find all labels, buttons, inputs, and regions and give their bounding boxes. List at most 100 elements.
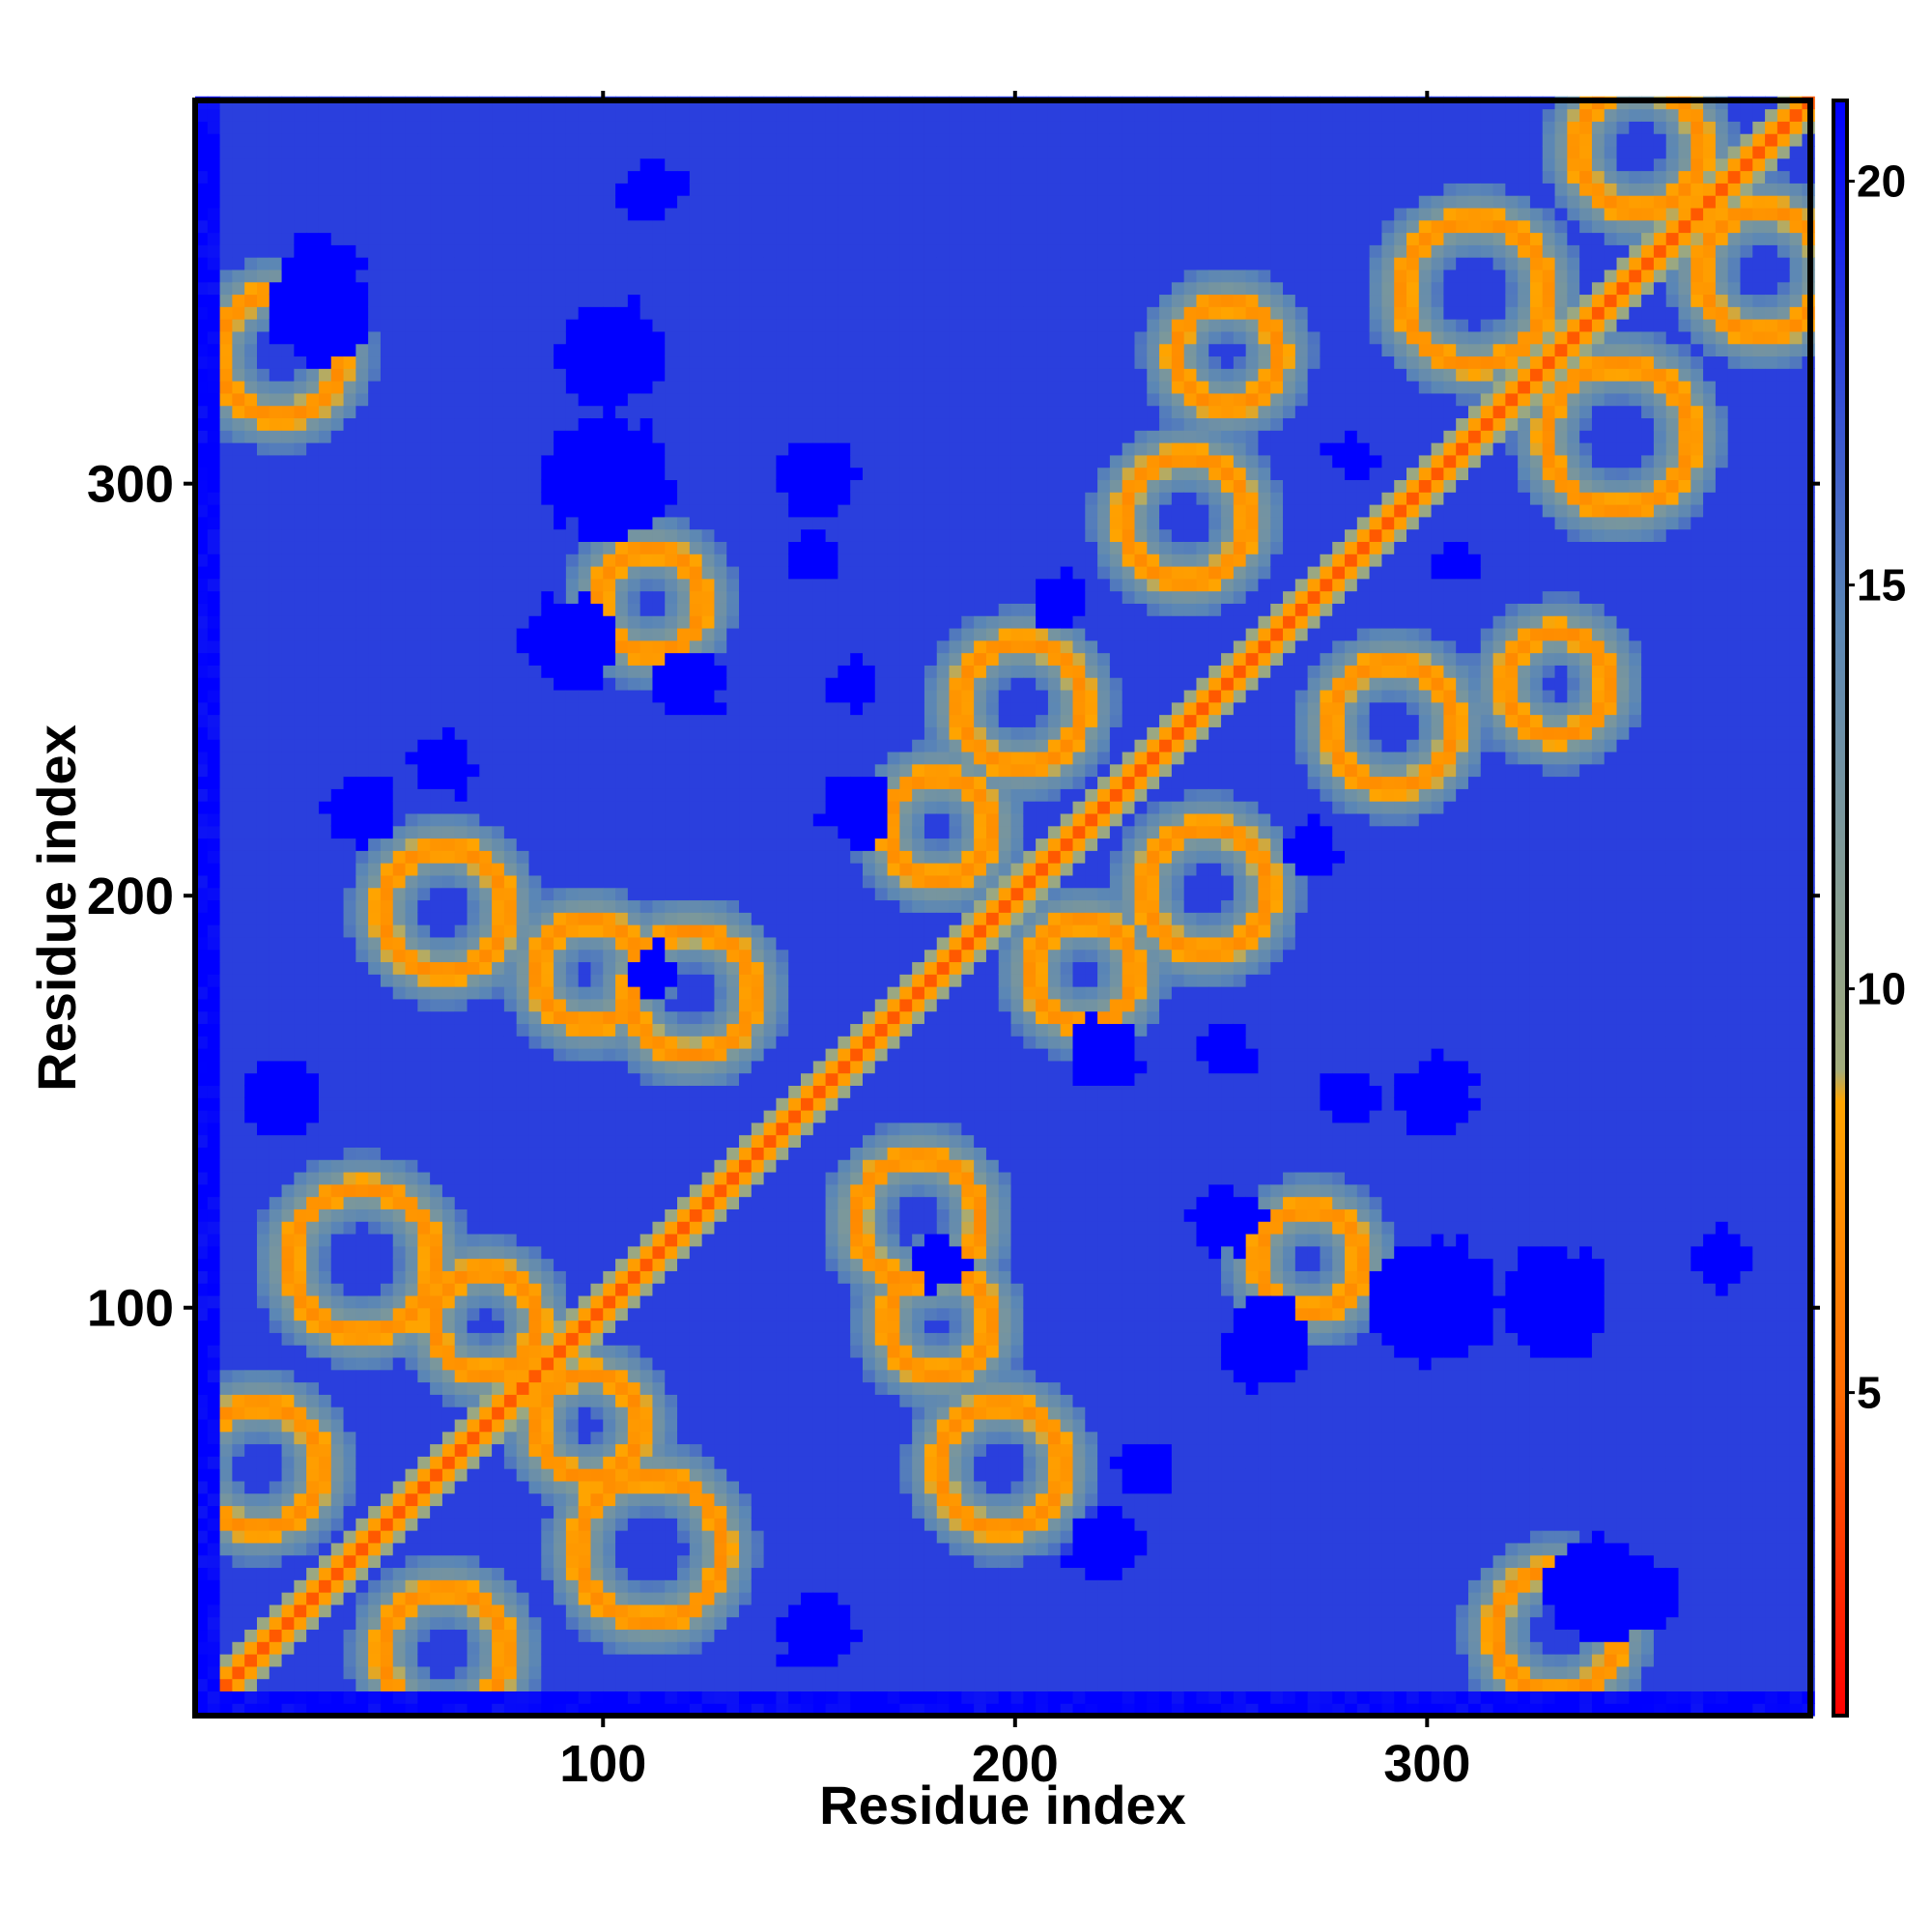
heatmap-cell — [392, 1221, 407, 1235]
heatmap-cell — [578, 430, 592, 443]
heatmap-cell — [392, 1036, 407, 1049]
heatmap-cell — [232, 825, 245, 839]
heatmap-cell — [244, 479, 258, 493]
heatmap-cell — [603, 1283, 616, 1296]
heatmap-cell — [479, 874, 493, 889]
heatmap-cell — [541, 430, 554, 443]
heatmap-cell — [615, 1468, 629, 1482]
heatmap-cell — [318, 1023, 332, 1037]
heatmap-cell — [232, 838, 245, 851]
heatmap-cell — [343, 269, 356, 283]
heatmap-cell — [615, 912, 629, 925]
heatmap-cell — [603, 566, 616, 580]
heatmap-cell — [627, 627, 641, 641]
heatmap-cell — [430, 1542, 443, 1556]
heatmap-cell — [207, 1010, 221, 1025]
heatmap-cell — [294, 739, 307, 753]
heatmap-cell — [454, 998, 469, 1012]
heatmap-cell — [368, 689, 382, 703]
heatmap-cell — [528, 1456, 542, 1469]
heatmap-cell — [207, 1048, 221, 1062]
heatmap-cell — [355, 578, 369, 592]
heatmap-cell — [467, 739, 480, 753]
heatmap-cell — [603, 578, 616, 592]
heatmap-cell — [627, 1172, 641, 1185]
heatmap-cell — [219, 874, 233, 889]
heatmap-cell — [330, 763, 345, 778]
heatmap-cell — [306, 1418, 320, 1433]
heatmap-cell — [368, 257, 382, 270]
heatmap-cell — [430, 207, 443, 221]
heatmap-cell — [318, 1085, 332, 1098]
heatmap-cell — [639, 541, 654, 554]
heatmap-cell — [318, 1394, 332, 1407]
heatmap-cell — [565, 639, 580, 654]
heatmap-cell — [639, 1048, 654, 1062]
heatmap-cell — [195, 392, 209, 407]
heatmap-cell — [492, 739, 505, 753]
heatmap-cell — [318, 1579, 332, 1593]
heatmap-cell — [565, 492, 580, 505]
heatmap-cell — [565, 1592, 580, 1605]
heatmap-cell — [219, 1036, 233, 1049]
heatmap-cell — [405, 801, 418, 814]
heatmap-cell — [380, 1567, 394, 1580]
heatmap-cell — [454, 294, 469, 307]
heatmap-cell — [503, 578, 518, 592]
heatmap-cell — [306, 541, 320, 554]
heatmap-cell — [541, 454, 554, 469]
heatmap-cell — [405, 615, 418, 629]
heatmap-cell — [441, 961, 456, 975]
heatmap-cell — [541, 665, 554, 678]
heatmap-cell — [368, 343, 382, 357]
heatmap-cell — [232, 899, 245, 913]
heatmap-cell — [294, 615, 307, 629]
heatmap-cell — [441, 294, 456, 307]
heatmap-cell — [355, 615, 369, 629]
heatmap-cell — [590, 1604, 604, 1618]
heatmap-cell — [503, 1443, 518, 1457]
heatmap-cell — [219, 899, 233, 913]
heatmap-cell — [318, 541, 332, 554]
heatmap-cell — [417, 1431, 431, 1445]
heatmap-cell — [639, 1097, 654, 1111]
heatmap-cell — [195, 590, 209, 604]
heatmap-cell — [615, 1097, 629, 1111]
heatmap-cell — [405, 1023, 418, 1037]
heatmap-cell — [417, 1629, 431, 1642]
heatmap-cell — [294, 1258, 307, 1271]
heatmap-cell — [541, 1233, 554, 1247]
heatmap-cell — [392, 1542, 407, 1556]
heatmap-cell — [207, 665, 221, 678]
heatmap-cell — [603, 1258, 616, 1271]
heatmap-cell — [639, 392, 654, 407]
heatmap-cell — [639, 528, 654, 542]
heatmap-cell — [441, 1283, 456, 1296]
heatmap-cell — [281, 949, 295, 963]
heatmap-cell — [615, 776, 629, 789]
heatmap-cell — [269, 739, 283, 753]
heatmap-cell — [565, 417, 580, 431]
heatmap-cell — [492, 578, 505, 592]
heatmap-cell — [639, 1406, 654, 1420]
heatmap-cell — [343, 1567, 356, 1580]
heatmap-cell — [417, 1172, 431, 1185]
heatmap-cell — [269, 1629, 283, 1642]
heatmap-cell — [454, 183, 469, 196]
heatmap-cell — [627, 1221, 641, 1235]
heatmap-cell — [392, 405, 407, 419]
heatmap-cell — [441, 1097, 456, 1111]
heatmap-cell — [207, 257, 221, 270]
heatmap-cell — [330, 1616, 345, 1631]
heatmap-cell — [528, 639, 542, 654]
heatmap-cell — [417, 863, 431, 876]
heatmap-cell — [219, 355, 233, 369]
heatmap-cell — [256, 381, 270, 394]
heatmap-cell — [565, 1320, 580, 1333]
heatmap-cell — [294, 294, 307, 307]
heatmap-cell — [467, 1048, 480, 1062]
heatmap-cell — [207, 1665, 221, 1680]
heatmap-cell — [392, 899, 407, 913]
heatmap-cell — [590, 1208, 604, 1222]
heatmap-cell — [343, 974, 356, 987]
